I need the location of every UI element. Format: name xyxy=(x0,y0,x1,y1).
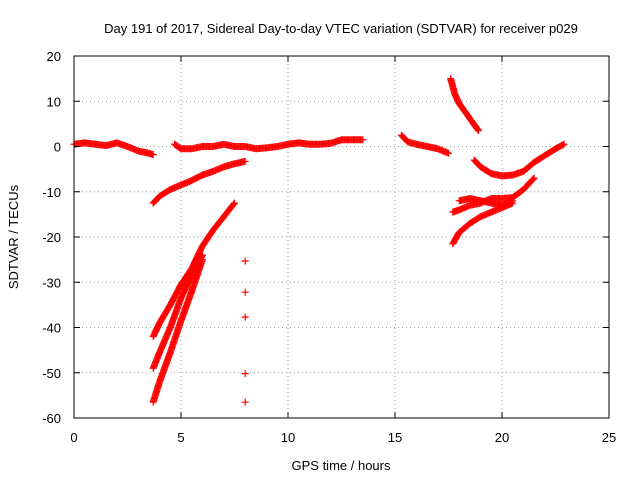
y-tick-label: -50 xyxy=(42,366,61,381)
data-point xyxy=(474,126,482,134)
y-axis-label: SDTVAR / TECUs xyxy=(6,184,21,289)
data-point xyxy=(529,175,537,183)
y-tick-label: -30 xyxy=(42,275,61,290)
y-tick-label: -60 xyxy=(42,411,61,426)
data-point xyxy=(241,398,249,406)
y-tick-label: -10 xyxy=(42,185,61,200)
y-tick-label: 10 xyxy=(47,94,61,109)
x-tick-label: 15 xyxy=(388,430,402,445)
series-arc-2 xyxy=(171,136,367,153)
data-point xyxy=(445,149,452,157)
data-point xyxy=(241,288,249,296)
series-outliers xyxy=(241,257,249,406)
data-point xyxy=(509,197,517,205)
x-tick-label: 20 xyxy=(495,430,509,445)
data-point xyxy=(198,251,206,259)
data-point xyxy=(241,157,249,165)
x-tick-label: 25 xyxy=(602,430,616,445)
x-tick-label: 0 xyxy=(70,430,77,445)
data-point xyxy=(359,136,367,144)
series-arc-6 xyxy=(149,251,206,372)
y-tick-label: 0 xyxy=(54,140,61,155)
axis-ticks: 0 5 10 15 20 25 -60 -50 -40 -30 -20 -10 0 10 20 xyxy=(42,49,616,445)
series-arc-8 xyxy=(447,75,482,135)
y-tick-label: -40 xyxy=(42,321,61,336)
data-point xyxy=(530,174,538,182)
series-arc-4 xyxy=(149,199,238,341)
x-axis-label: GPS time / hours xyxy=(292,458,391,473)
data-point xyxy=(241,313,249,321)
series-arc-12 xyxy=(455,195,517,209)
series-arc-3 xyxy=(149,157,249,207)
grid-lines xyxy=(74,56,609,418)
x-tick-label: 5 xyxy=(177,430,184,445)
series-arc-1 xyxy=(70,139,157,159)
data-point xyxy=(560,140,568,148)
data-points xyxy=(70,75,568,406)
y-tick-label: 20 xyxy=(47,49,61,64)
data-point xyxy=(241,257,249,265)
series-arc-9 xyxy=(470,140,568,180)
series-arc-7 xyxy=(397,131,452,157)
data-point xyxy=(241,370,249,378)
data-point xyxy=(231,199,238,207)
x-tick-label: 10 xyxy=(281,430,295,445)
y-tick-label: -20 xyxy=(42,230,61,245)
chart-title: Day 191 of 2017, Sidereal Day-to-day VTE… xyxy=(104,21,578,36)
data-point xyxy=(230,200,238,208)
data-point xyxy=(474,127,482,135)
data-point xyxy=(149,151,157,159)
